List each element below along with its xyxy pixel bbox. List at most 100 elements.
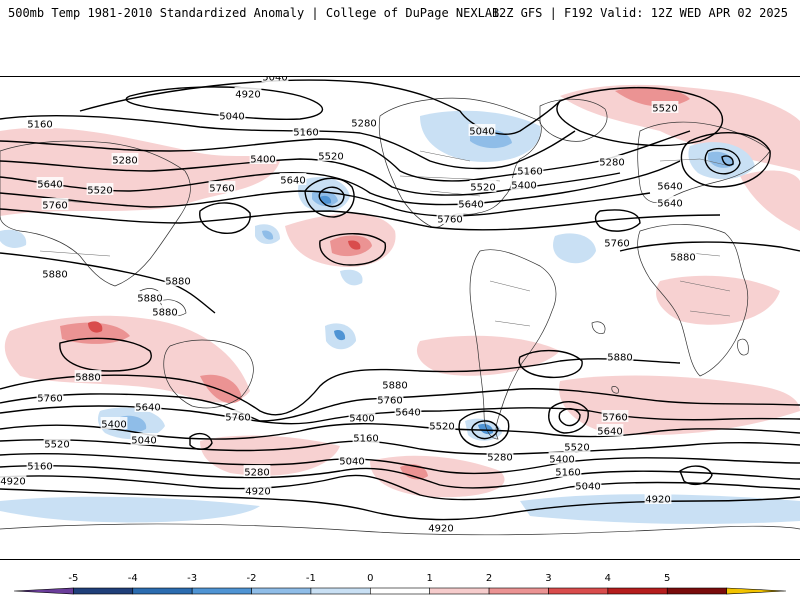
colorbar-segment	[548, 587, 609, 595]
colorbar-segments	[13, 587, 787, 595]
cool-anomaly-patch	[334, 329, 346, 341]
colorbar-segment	[191, 587, 252, 595]
contour-low-pacific-inner	[318, 186, 345, 208]
contour-label-bg	[134, 400, 162, 412]
map-panel[interactable]: 5040 4920 5040 5160 5160 5280 5040 5520 5280 5400…	[0, 76, 800, 560]
colorbar-segment	[726, 587, 787, 595]
contour-label: 5400	[349, 414, 374, 425]
contour-5880-africa	[619, 241, 800, 252]
contour-label: 5760	[437, 215, 462, 226]
contour-label: 5880	[152, 308, 177, 319]
island-coastline	[591, 321, 606, 334]
contour-label-bg	[601, 410, 629, 422]
contour-label: 5640	[395, 408, 420, 419]
contour-5760-atlantic	[594, 209, 641, 232]
contour-5880-south-atlantic	[518, 349, 583, 379]
contour-label: 5280	[351, 119, 376, 130]
contour-label-bg	[43, 437, 71, 449]
contour-label-bg	[224, 410, 252, 422]
contour-label-bg	[338, 454, 366, 466]
warm-anomaly-patch	[200, 435, 340, 476]
contour-label: 5040	[219, 112, 244, 123]
africa-coastline	[637, 224, 749, 377]
contour-label-bg	[234, 87, 262, 99]
contour-label: 5040	[575, 482, 600, 493]
contour-label: 5520	[429, 422, 454, 433]
contour-5520-north	[0, 160, 681, 206]
cool-anomaly-patch	[0, 229, 27, 248]
colorbar-segment	[73, 587, 134, 595]
contour-label: 5760	[377, 396, 402, 407]
south-america-coastline	[469, 249, 557, 440]
contour-label: 5640	[657, 182, 682, 193]
contour-label-bg	[548, 452, 576, 464]
contour-label-bg	[656, 196, 684, 208]
contour-label: 5880	[165, 277, 190, 288]
europe-coastline	[637, 121, 771, 203]
contour-label-bg	[427, 521, 455, 533]
contour-label: 5640	[597, 427, 622, 438]
greenland-coastline	[539, 98, 608, 142]
contour-label-bg	[208, 181, 236, 193]
colorbar-tick-label: 1	[427, 573, 433, 584]
island-coastline	[611, 386, 619, 394]
contour-label-bg	[669, 250, 697, 262]
colorbar-tick-label: -1	[306, 573, 316, 584]
colorbar-tick-label: -3	[187, 573, 197, 584]
contour-5400-south	[0, 438, 800, 455]
contour-label: 5040	[262, 77, 287, 84]
contour-label-bg	[574, 479, 602, 491]
island-coastline	[737, 338, 749, 356]
contour-5160-north	[0, 115, 576, 170]
model-run-info: 12Z GFS | F192 Valid: 12Z WED APR 02 202…	[491, 6, 788, 20]
colorbar-tick-label: -5	[68, 573, 78, 584]
contour-5880-north	[0, 252, 216, 314]
contour-label-bg	[394, 405, 422, 417]
contour-label: 5760	[604, 239, 629, 250]
colorbar-tick-label: 3	[545, 573, 551, 584]
contour-label-bg	[151, 305, 179, 317]
contour-label: 5160	[353, 434, 378, 445]
contour-label: 5160	[293, 128, 318, 139]
contour-label: 5520	[318, 152, 343, 163]
contour-label-bg	[381, 378, 409, 390]
contour-label-bg	[348, 411, 376, 423]
colorbar-segment	[666, 587, 727, 595]
cool-anomaly-patch	[262, 230, 274, 240]
contour-label: 5400	[101, 420, 126, 431]
contour-label: 5760	[602, 413, 627, 424]
contour-label-bg	[563, 440, 591, 452]
colorbar-tick-label: 0	[367, 573, 373, 584]
cool-anomaly-patch	[0, 496, 260, 523]
contour-5280-north	[0, 130, 691, 182]
contour-low-pacific	[304, 177, 355, 218]
contour-label: 5280	[599, 158, 624, 169]
contour-label: 5160	[555, 468, 580, 479]
country-borders	[39, 200, 531, 327]
contour-label-bg	[651, 101, 679, 113]
contour-label: 4920	[235, 90, 260, 101]
contour-label: 5160	[517, 167, 542, 178]
colorbar-segment	[607, 587, 668, 595]
contour-label: 5520	[652, 104, 677, 115]
colorbar-tick-label: 5	[664, 573, 670, 584]
contour-low-europe-core	[721, 155, 734, 166]
colorbar-tick-label: -2	[247, 573, 257, 584]
contour-label-bg	[457, 197, 485, 209]
colorbar-ticks: -5 -4 -3 -2 -1 0 1 2 3 4 5	[68, 573, 670, 584]
contour-label-bg	[164, 274, 192, 286]
contour-label-bg	[279, 173, 307, 185]
contour-low-south-indian	[189, 432, 213, 450]
contour-high-south-atlantic	[548, 401, 589, 434]
contour-label-bg	[644, 492, 672, 504]
anomaly-colorbar: -5 -4 -3 -2 -1 0 1 2 3 4 5	[13, 573, 787, 595]
contour-label: 5760	[37, 394, 62, 405]
contour-5280-south	[0, 452, 800, 475]
contour-label: 5880	[42, 270, 67, 281]
warm-anomaly-patch	[0, 127, 280, 216]
contour-label-bg	[26, 117, 54, 129]
contour-label: 5400	[511, 181, 536, 192]
contour-label-bg	[606, 350, 634, 362]
contour-label-bg	[136, 291, 164, 303]
